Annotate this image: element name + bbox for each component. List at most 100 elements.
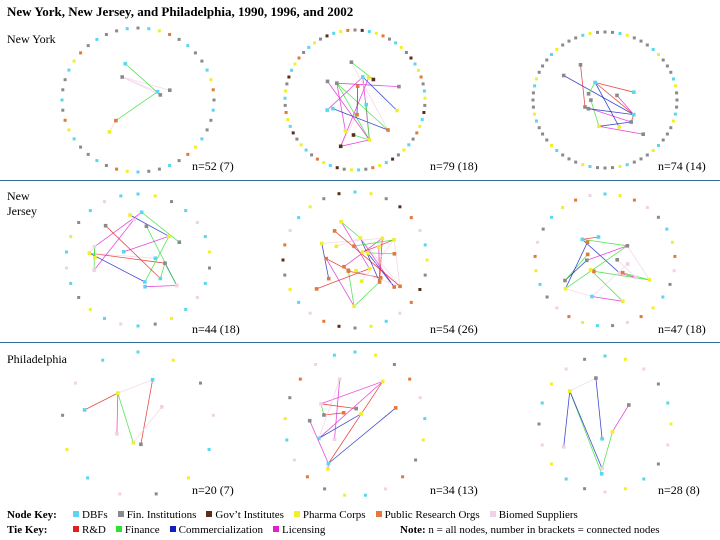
isolate-node <box>409 300 413 304</box>
connected-node <box>596 235 601 239</box>
isolate-node <box>423 417 427 421</box>
tie-line <box>365 104 370 140</box>
connected-node <box>341 411 346 415</box>
connected-node <box>325 79 330 84</box>
isolate-node <box>394 41 398 45</box>
isolate-node <box>299 143 303 147</box>
isolate-node <box>283 103 287 107</box>
isolate-node <box>550 53 553 56</box>
isolate-node <box>541 64 545 68</box>
isolate-node <box>422 111 426 114</box>
connected-node <box>307 418 312 423</box>
isolate-node <box>564 477 568 481</box>
isolate-node <box>555 149 559 152</box>
isolate-node <box>531 98 535 102</box>
isolate-node <box>402 148 406 152</box>
tie-line <box>593 270 650 281</box>
isolate-node <box>288 288 292 291</box>
isolate-node <box>625 163 629 167</box>
isolate-node <box>293 62 297 66</box>
isolate-node <box>199 381 202 385</box>
tie-key-item-label: R&D <box>82 524 106 536</box>
tie-line <box>89 252 166 264</box>
connected-node <box>361 75 365 79</box>
node-key-item-label: Biomed Suppliers <box>498 509 578 521</box>
isolate-node <box>540 443 544 447</box>
isolate-node <box>339 30 343 33</box>
tie-line <box>565 242 588 289</box>
connected-node <box>371 77 376 82</box>
isolate-node <box>657 53 660 56</box>
isolate-node <box>564 367 568 371</box>
isolate-node <box>378 164 382 167</box>
isolate-node <box>550 462 554 466</box>
region-label-new-york: New York <box>7 32 56 46</box>
isolate-node <box>384 161 388 165</box>
isolate-node <box>639 39 643 43</box>
node-key-swatch <box>73 511 79 517</box>
connected-node <box>380 379 385 384</box>
tie-line <box>598 125 644 135</box>
isolate-node <box>314 363 318 366</box>
connected-node <box>568 389 572 393</box>
isolate-node <box>211 88 215 92</box>
isolate-node <box>423 103 427 107</box>
isolate-node <box>651 149 655 152</box>
isolate-node <box>665 64 669 68</box>
isolate-node <box>125 27 129 31</box>
tie-line <box>590 99 600 127</box>
isolate-node <box>86 152 90 156</box>
tie-key-item-label: Licensing <box>281 524 326 536</box>
isolate-node <box>61 108 65 112</box>
tie-line <box>318 379 341 439</box>
isolate-node <box>555 306 559 310</box>
isolate-node <box>208 266 211 270</box>
isolate-node <box>611 166 614 170</box>
isolate-node <box>153 194 157 198</box>
isolate-node <box>419 75 423 79</box>
connected-node <box>380 236 385 241</box>
isolate-node <box>425 258 429 262</box>
isolate-node <box>567 39 571 43</box>
tie-line <box>367 252 395 255</box>
isolate-node <box>625 33 629 37</box>
isolate-node <box>398 311 402 315</box>
connected-node <box>627 403 631 407</box>
tie-line <box>89 252 145 283</box>
isolate-node <box>79 145 83 149</box>
tie-line <box>580 64 586 108</box>
isolate-node <box>61 413 65 417</box>
isolate-node <box>283 96 287 100</box>
isolate-node <box>383 487 387 491</box>
connected-node <box>632 112 636 117</box>
isolate-node <box>119 194 123 198</box>
isolate-node <box>72 59 76 63</box>
isolate-node <box>157 167 161 171</box>
isolate-node <box>322 161 326 165</box>
isolate-node <box>596 30 599 34</box>
connected-node <box>599 472 604 476</box>
isolate-node <box>625 321 629 324</box>
isolate-node <box>535 77 538 81</box>
connected-node <box>593 80 597 85</box>
connected-node <box>585 258 589 263</box>
isolate-node <box>536 240 540 244</box>
isolate-node <box>153 322 157 326</box>
connected-node <box>354 268 358 273</box>
isolate-node <box>550 144 553 147</box>
connected-node <box>563 286 568 291</box>
isolate-node <box>533 84 537 88</box>
isolate-node <box>101 358 105 362</box>
connected-node <box>392 252 397 256</box>
isolate-node <box>409 216 413 220</box>
isolate-node <box>290 68 294 72</box>
tie-line <box>145 285 177 288</box>
tie-line <box>582 236 599 240</box>
tie-line <box>393 239 401 287</box>
connected-node <box>589 98 593 102</box>
isolate-node <box>392 363 396 366</box>
connected-node <box>600 466 604 471</box>
connected-node <box>585 252 590 257</box>
isolate-node <box>281 258 285 262</box>
tie-line <box>353 281 380 307</box>
